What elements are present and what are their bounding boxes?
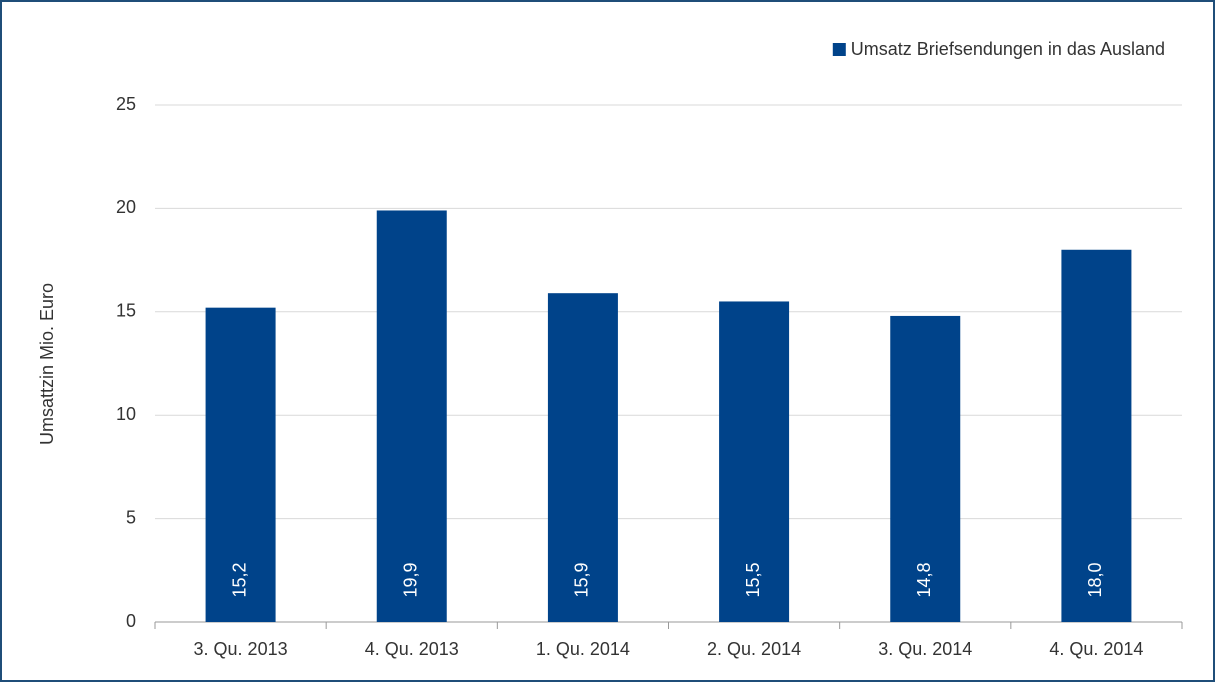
y-tick-label: 5	[126, 507, 136, 527]
y-tick-label: 10	[116, 404, 136, 424]
y-axis-label: Umsattzin Mio. Euro	[37, 283, 57, 445]
x-tick-label: 4. Qu. 2014	[1049, 639, 1143, 659]
value-label: 15,9	[572, 562, 592, 597]
x-tick-label: 2. Qu. 2014	[707, 639, 801, 659]
x-tick-label: 4. Qu. 2013	[365, 639, 459, 659]
bar	[205, 307, 276, 622]
x-tick-label: 3. Qu. 2013	[194, 639, 288, 659]
value-label: 18,0	[1085, 562, 1105, 597]
y-tick-label: 0	[126, 611, 136, 631]
x-tick-label: 3. Qu. 2014	[878, 639, 972, 659]
value-label: 14,8	[914, 562, 934, 597]
y-tick-label: 25	[116, 94, 136, 114]
bar	[719, 301, 790, 622]
y-tick-label: 20	[116, 197, 136, 217]
y-tick-label: 15	[116, 301, 136, 321]
value-label: 15,5	[743, 562, 763, 597]
bar	[1061, 249, 1132, 622]
legend-label: Umsatz Briefsendungen in das Ausland	[851, 39, 1165, 59]
legend-swatch	[832, 43, 846, 56]
bar	[547, 293, 618, 622]
x-tick-label: 1. Qu. 2014	[536, 639, 630, 659]
value-label: 15,2	[229, 562, 249, 597]
value-label: 19,9	[401, 562, 421, 597]
bar	[890, 315, 961, 622]
bar	[376, 210, 447, 622]
